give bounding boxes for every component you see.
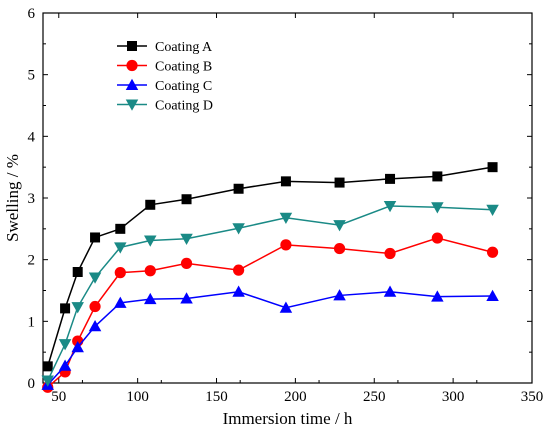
data-point: [233, 183, 244, 194]
x-tick-label: 300: [442, 389, 465, 405]
data-point: [333, 289, 346, 301]
data-point: [114, 296, 127, 308]
data-point: [279, 301, 293, 313]
y-tick-label: 2: [28, 253, 36, 269]
data-point: [114, 242, 127, 254]
data-point: [333, 220, 346, 232]
series-line: [47, 166, 493, 367]
data-point: [90, 232, 101, 243]
data-point: [280, 176, 291, 187]
data-point: [144, 235, 157, 247]
series-line: [47, 290, 493, 386]
data-point: [180, 257, 193, 269]
data-point: [144, 265, 156, 277]
data-point: [58, 359, 72, 371]
data-point: [71, 340, 84, 353]
legend-label: Coating B: [155, 60, 212, 75]
y-tick-label: 4: [28, 129, 36, 145]
data-point: [486, 289, 499, 302]
data-point: [88, 272, 102, 284]
legend-label: Coating C: [155, 79, 212, 94]
x-tick-label: 250: [363, 389, 386, 405]
data-point: [334, 177, 345, 188]
data-point: [72, 267, 83, 277]
legend-marker: [126, 59, 138, 72]
legend-item: Coating D: [117, 99, 213, 114]
data-point: [180, 233, 193, 245]
data-point: [385, 173, 396, 184]
data-point: [384, 247, 396, 260]
data-point: [486, 204, 499, 216]
axis-ticks: 50 100 150 200 250 300 350 0 1 2 3 4 5 6: [28, 6, 544, 405]
y-axis-title: Swelling / %: [3, 154, 22, 242]
x-tick-label: 100: [126, 389, 149, 405]
data-point: [88, 320, 102, 332]
data-point: [144, 292, 157, 305]
data-point: [279, 212, 293, 224]
data-point: [41, 375, 54, 387]
legend-marker: [125, 99, 139, 111]
plot-border: [42, 12, 533, 384]
y-tick-label: 1: [28, 314, 36, 330]
y-tick-label: 5: [28, 68, 36, 84]
data-point: [232, 223, 245, 235]
data-point: [71, 302, 84, 314]
data-point: [383, 285, 397, 297]
data-point: [280, 239, 292, 251]
data-point: [431, 232, 443, 244]
legend-item: Coating C: [117, 78, 212, 94]
data-point: [89, 300, 101, 313]
data-point: [181, 194, 192, 205]
data-point: [233, 264, 245, 276]
data-point: [486, 246, 499, 258]
series-coating-d: [41, 201, 499, 387]
x-tick-label: 350: [521, 389, 544, 405]
data-point: [431, 202, 444, 214]
data-point: [60, 303, 71, 314]
data-point: [115, 223, 126, 234]
x-tick-label: 200: [284, 389, 307, 405]
data-point: [431, 290, 444, 302]
x-tick-label: 50: [51, 389, 66, 405]
legend-marker: [127, 41, 137, 51]
plot-area: [42, 12, 533, 384]
series-line: [47, 237, 493, 388]
y-tick-label: 6: [28, 6, 36, 22]
legend: Coating A Coating B Coating C Coating D: [117, 40, 213, 114]
series-coating-a: [42, 162, 498, 372]
data-point: [114, 267, 126, 279]
series-layer: [41, 162, 499, 393]
legend-item: Coating A: [117, 40, 213, 55]
series-line: [47, 205, 493, 381]
data-point: [58, 339, 72, 351]
series-coating-c: [41, 285, 499, 390]
x-tick-label: 150: [205, 389, 228, 405]
y-tick-label: 0: [28, 376, 36, 392]
data-point: [232, 285, 245, 297]
data-point: [383, 201, 397, 213]
data-point: [180, 292, 193, 304]
x-axis-title: Immersion time / h: [223, 409, 353, 428]
legend-item: Coating B: [117, 60, 212, 75]
data-point: [333, 242, 346, 255]
data-point: [145, 199, 156, 210]
legend-label: Coating D: [155, 99, 213, 114]
data-point: [432, 171, 443, 182]
data-point: [42, 361, 53, 372]
y-tick-label: 3: [28, 191, 36, 207]
legend-marker: [125, 78, 139, 90]
data-point: [487, 162, 498, 173]
legend-label: Coating A: [155, 40, 213, 55]
